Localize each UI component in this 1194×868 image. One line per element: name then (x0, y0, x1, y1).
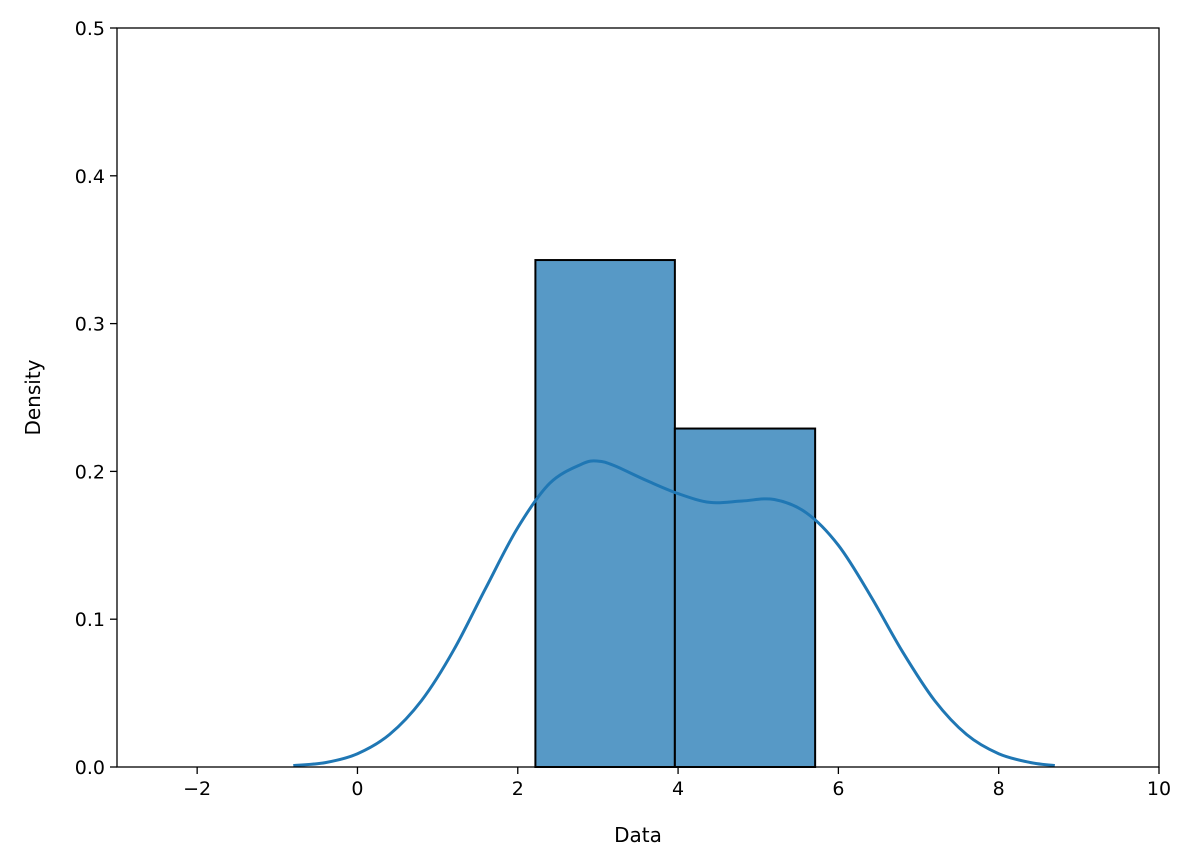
y-tick-label: 0.2 (75, 461, 105, 483)
x-tick-label: 10 (1147, 778, 1171, 800)
x-tick-label: 8 (993, 778, 1005, 800)
x-axis-label: Data (614, 823, 662, 847)
x-tick-label: 4 (672, 778, 684, 800)
histogram-bar-1 (534, 259, 676, 768)
x-axis: −2 0 2 4 6 8 10 (183, 767, 1171, 800)
x-tick-label: 0 (351, 778, 363, 800)
y-tick-label: 0.5 (75, 18, 105, 40)
y-tick-label: 0.4 (75, 166, 105, 188)
plot-area (293, 259, 1055, 768)
y-tick-label: 0.0 (75, 757, 105, 779)
histogram-bar-2 (673, 427, 817, 768)
axes-frame (116, 27, 1160, 768)
kde-curve (293, 459, 1055, 767)
y-tick-label: 0.1 (75, 609, 105, 631)
y-axis-label: Density (21, 359, 45, 435)
y-tick-label: 0.3 (75, 314, 105, 336)
x-tick-label: 2 (512, 778, 524, 800)
x-tick-label: −2 (183, 778, 211, 800)
x-tick-label: 6 (832, 778, 844, 800)
y-axis: 0.0 0.1 0.2 0.3 0.4 0.5 (75, 18, 117, 779)
